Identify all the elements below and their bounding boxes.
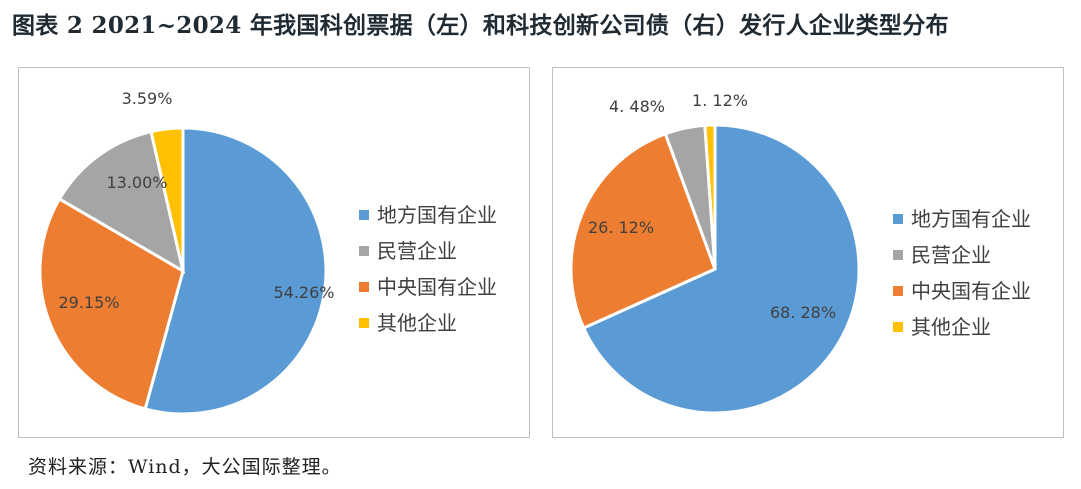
legend-swatch bbox=[893, 322, 903, 332]
slice-label-other: 3.59% bbox=[122, 89, 173, 108]
legend-swatch bbox=[893, 250, 903, 260]
pie-chart-left: 54.26% 29.15% 13.00% 3.59% 地方国有企业民营企业中央国有企业其… bbox=[38, 89, 497, 416]
legend-label: 地方国有企业 bbox=[377, 203, 497, 227]
slice-label-central-soe: 29.15% bbox=[58, 293, 119, 312]
slice-label-local-soe: 68. 28% bbox=[770, 303, 836, 322]
pie-chart-right: 68. 28% 26. 12% 4. 48% 1. 12% 地方国有企业民营企业中央国有… bbox=[569, 91, 1031, 415]
legend-swatch bbox=[893, 214, 903, 224]
legend-swatch bbox=[893, 286, 903, 296]
slice-label-private: 4. 48% bbox=[609, 97, 665, 116]
chart-panel-left: 54.26% 29.15% 13.00% 3.59% 地方国有企业 民营企业中央国有企业其… bbox=[18, 67, 530, 438]
legend-label: 中央国有企业 bbox=[911, 279, 1031, 303]
legend-swatch bbox=[359, 318, 369, 328]
pie-slice-local-soe bbox=[143, 126, 328, 416]
legend-swatch bbox=[359, 282, 369, 292]
pie-slice-central-soe bbox=[569, 131, 717, 330]
legend-swatch bbox=[359, 246, 369, 256]
page-title: 图表 2 2021~2024 年我国科创票据（左）和科技创新公司债（右）发行人企… bbox=[12, 12, 949, 39]
legend-label: 其他企业 bbox=[377, 311, 457, 335]
slice-label-private: 13.00% bbox=[106, 173, 167, 192]
legend-label: 民营企业 bbox=[377, 239, 457, 263]
legend-label: 其他企业 bbox=[911, 315, 991, 339]
legend-label: 民营企业 bbox=[911, 243, 991, 267]
chart-panel-right: 68. 28% 26. 12% 4. 48% 1. 12% 地方国有企业 民营企业中央国有… bbox=[552, 67, 1064, 438]
pie-slice-other bbox=[703, 123, 717, 270]
slice-label-other: 1. 12% bbox=[692, 91, 748, 110]
source-note: 资料来源：Wind，大公国际整理。 bbox=[28, 456, 342, 478]
slice-label-local-soe: 54.26% bbox=[273, 283, 334, 302]
pie-slice-other bbox=[149, 126, 185, 272]
legend-label: 中央国有企业 bbox=[377, 275, 497, 299]
legend-swatch bbox=[359, 210, 369, 220]
slice-label-central-soe: 26. 12% bbox=[588, 218, 654, 237]
legend-label: 地方国有企业 bbox=[911, 207, 1031, 231]
pie-slice-local-soe bbox=[581, 123, 861, 415]
pie-slice-private bbox=[57, 129, 186, 275]
